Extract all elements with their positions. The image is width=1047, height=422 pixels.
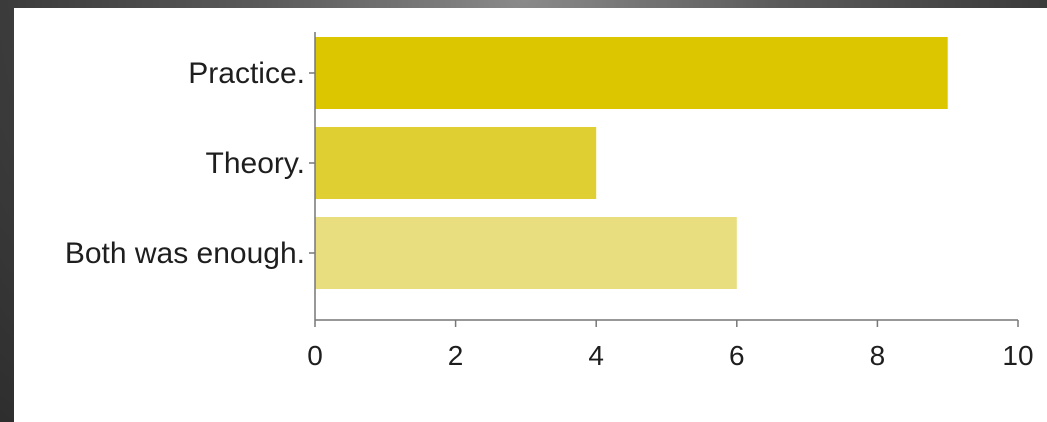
- x-tick-label-0: 0: [307, 340, 323, 371]
- category-label-0: Practice.: [188, 57, 305, 90]
- category-labels: Practice. Theory. Both was enough.: [65, 57, 305, 270]
- x-tick-label-4: 8: [870, 340, 886, 371]
- x-tick-label-1: 2: [448, 340, 464, 371]
- x-tick-labels: 0 2 4 6 8 10: [307, 340, 1033, 371]
- x-axis-ticks: [314, 320, 1019, 327]
- bar-0: [315, 37, 948, 109]
- bar-1: [315, 127, 597, 199]
- x-tick-label-2: 4: [588, 340, 604, 371]
- y-axis-ticks: [309, 72, 315, 254]
- x-tick-label-3: 6: [729, 340, 745, 371]
- category-label-2: Both was enough.: [65, 237, 305, 270]
- x-tick-label-5: 10: [1002, 340, 1033, 371]
- bar-2: [315, 217, 737, 289]
- bars-group: [315, 37, 948, 289]
- category-label-1: Theory.: [206, 147, 305, 180]
